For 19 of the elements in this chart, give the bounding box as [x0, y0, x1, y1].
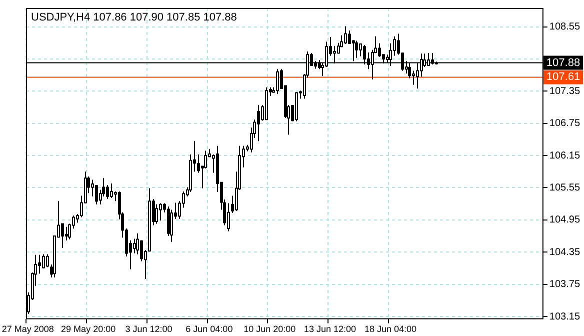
y-tick-label: 103.75 [549, 279, 580, 290]
y-tick-label: 108.55 [549, 22, 580, 33]
y-tick-label: 105.55 [549, 182, 580, 194]
x-tick-label: 18 Jun 04:00 [364, 324, 416, 334]
x-tick-label: 29 May 20:00 [61, 324, 116, 334]
x-tick-label: 13 Jun 12:00 [304, 324, 356, 334]
x-tick-label: 27 May 2008 [2, 324, 54, 334]
x-tick-label: 10 Jun 20:00 [244, 324, 296, 334]
y-tick-label: 106.75 [549, 118, 580, 130]
y-tick-label: 104.35 [549, 246, 580, 258]
x-tick-label: 6 Jun 04:00 [186, 324, 233, 334]
ref-line-label: 107.61 [546, 71, 580, 84]
chart-title: USDJPY,H4 107.86 107.90 107.85 107.88 [31, 12, 237, 24]
ref-line-label: 107.88 [546, 56, 580, 69]
y-tick-label: 103.15 [549, 311, 580, 322]
x-tick-label: 3 Jun 12:00 [125, 324, 172, 334]
y-tick-label: 104.95 [549, 214, 580, 226]
y-tick-label: 106.15 [549, 150, 580, 162]
y-tick-label: 107.35 [549, 86, 580, 97]
